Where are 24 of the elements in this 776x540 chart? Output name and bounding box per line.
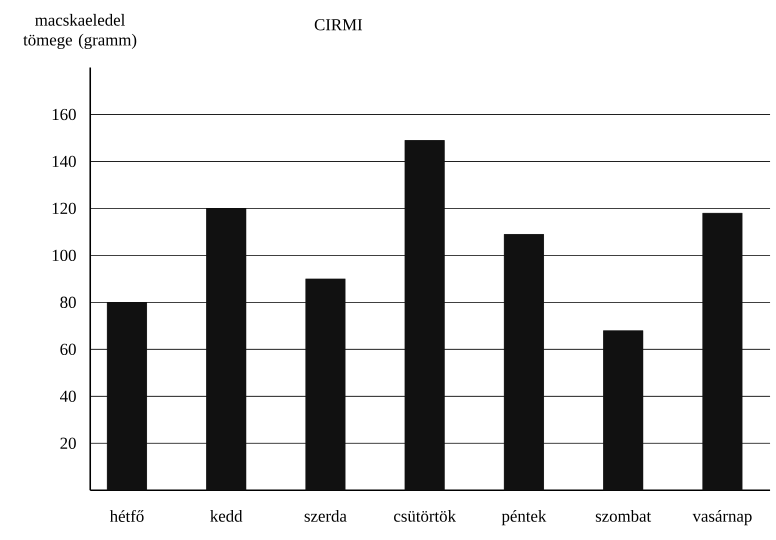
y-tick-label: 100 [52, 250, 76, 262]
chart-title: CIRMI [314, 19, 362, 30]
bar [305, 278, 346, 491]
bar [702, 212, 742, 491]
y-tick-label: 60 [60, 344, 76, 356]
x-tick-label: hétfő [110, 510, 144, 522]
x-tick-label: szerda [304, 510, 347, 522]
x-tick-label: csütörtök [394, 510, 456, 522]
y-tick-label: 120 [52, 202, 76, 214]
bar [106, 302, 147, 491]
y-tick-label: 140 [52, 156, 76, 168]
x-tick-label: kedd [210, 510, 242, 522]
x-tick-label: péntek [502, 510, 546, 526]
y-tick-label: 160 [52, 108, 76, 120]
y-axis-title: macskaeledel tömege (gramm) [23, 14, 136, 50]
x-tick-label: szombat [596, 510, 652, 522]
y-tick-label: 20 [60, 438, 76, 450]
y-tick-label: 80 [60, 296, 76, 308]
bar [206, 208, 246, 491]
bar [603, 330, 644, 491]
x-tick-label: vasárnap [692, 510, 752, 526]
bar [404, 140, 445, 491]
y-tick-label: 40 [60, 390, 76, 402]
bar [504, 234, 544, 491]
